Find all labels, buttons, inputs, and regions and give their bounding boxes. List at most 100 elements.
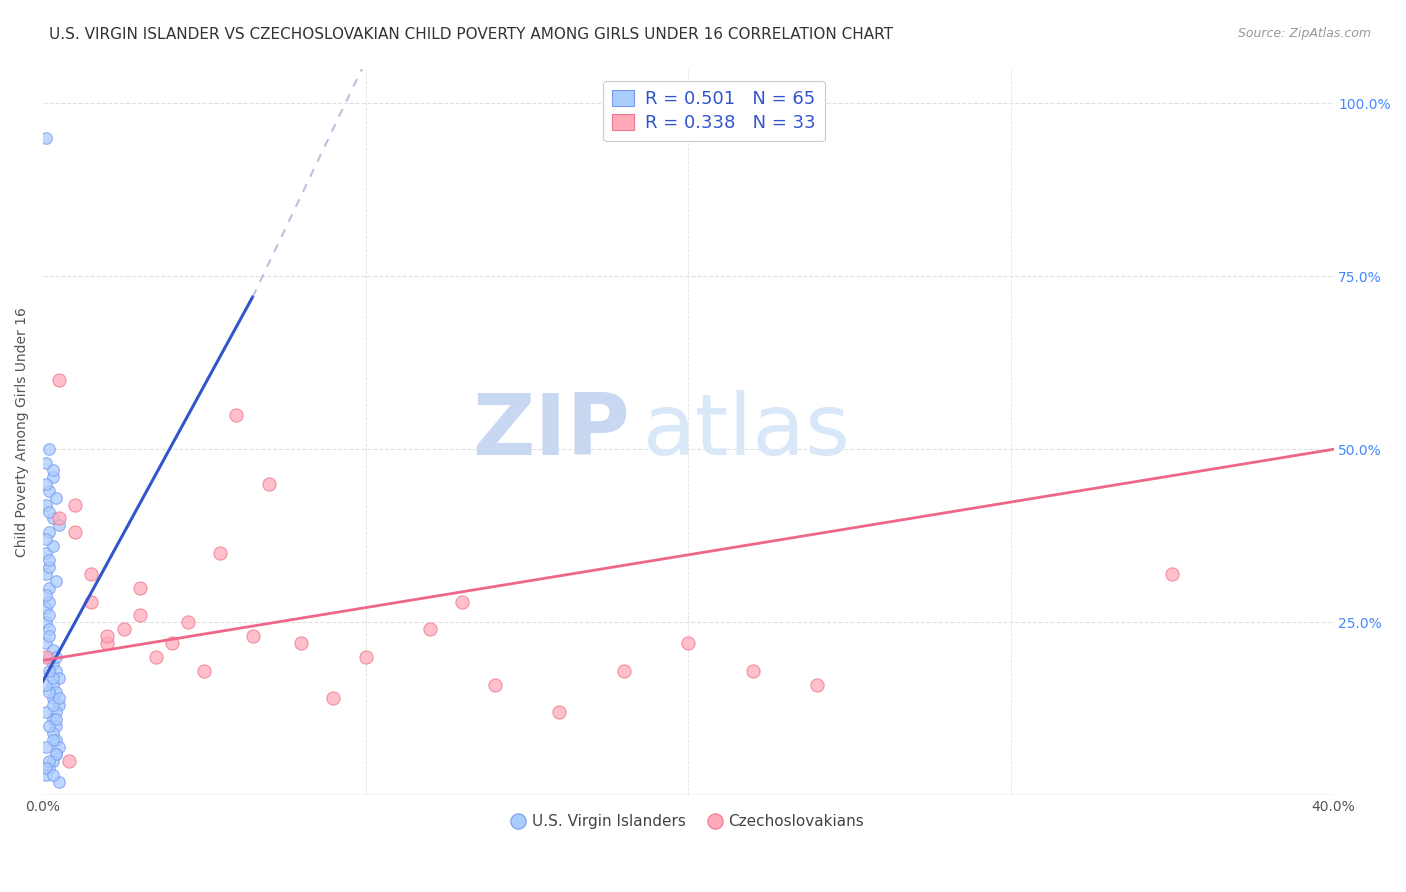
Point [35, 767, 58, 781]
Point [35, 678, 58, 692]
Point [177, 615, 200, 630]
Point [48, 518, 70, 533]
Point [128, 608, 150, 623]
Text: atlas: atlas [643, 391, 851, 474]
Point [613, 664, 636, 678]
Point [48, 739, 70, 754]
Point [48, 774, 70, 789]
Point [145, 649, 167, 664]
Point [63, 525, 86, 540]
Point [35, 761, 58, 775]
Point [41, 726, 63, 740]
Point [35, 456, 58, 470]
Point [35, 649, 58, 664]
Point [38, 442, 60, 457]
Point [354, 649, 377, 664]
Point [41, 657, 63, 671]
Point [741, 664, 763, 678]
Point [41, 539, 63, 553]
Point [41, 671, 63, 685]
Point [38, 649, 60, 664]
Point [35, 566, 58, 581]
Point [45, 706, 67, 720]
Point [35, 739, 58, 754]
Point [48, 373, 70, 387]
Point [63, 498, 86, 512]
Point [35, 636, 58, 650]
Point [41, 712, 63, 726]
Point [242, 629, 264, 643]
Point [80, 594, 103, 608]
Point [41, 767, 63, 781]
Point [41, 733, 63, 747]
Point [193, 664, 215, 678]
Point [45, 712, 67, 726]
Point [38, 719, 60, 733]
Point [35, 615, 58, 630]
Point [419, 622, 441, 636]
Point [38, 622, 60, 636]
Point [45, 574, 67, 588]
Point [41, 643, 63, 657]
Point [45, 649, 67, 664]
Point [38, 560, 60, 574]
Point [41, 691, 63, 706]
Point [38, 594, 60, 608]
Text: U.S. VIRGIN ISLANDER VS CZECHOSLOVAKIAN CHILD POVERTY AMONG GIRLS UNDER 16 CORRE: U.S. VIRGIN ISLANDER VS CZECHOSLOVAKIAN … [49, 27, 893, 42]
Point [35, 588, 58, 602]
Text: Source: ZipAtlas.com: Source: ZipAtlas.com [1237, 27, 1371, 40]
Point [38, 505, 60, 519]
Point [45, 684, 67, 698]
Point [58, 754, 80, 768]
Point [96, 636, 118, 650]
Point [38, 754, 60, 768]
Point [160, 636, 183, 650]
Point [45, 491, 67, 505]
Point [322, 691, 344, 706]
Point [48, 691, 70, 706]
Point [48, 698, 70, 713]
Point [38, 553, 60, 567]
Point [48, 511, 70, 525]
Point [35, 706, 58, 720]
Point [41, 754, 63, 768]
Point [41, 678, 63, 692]
Point [38, 664, 60, 678]
Point [38, 608, 60, 623]
Point [484, 678, 506, 692]
Point [38, 761, 60, 775]
Point [45, 747, 67, 761]
Point [45, 747, 67, 761]
Point [35, 498, 58, 512]
Point [451, 594, 474, 608]
Point [35, 533, 58, 547]
Point [41, 463, 63, 477]
Point [41, 698, 63, 713]
Point [41, 470, 63, 484]
Point [257, 476, 280, 491]
Point [1161, 566, 1184, 581]
Point [35, 476, 58, 491]
Point [112, 622, 135, 636]
Point [38, 483, 60, 498]
Point [45, 664, 67, 678]
Point [38, 525, 60, 540]
Point [676, 636, 699, 650]
Point [48, 671, 70, 685]
Point [80, 566, 103, 581]
Point [225, 408, 247, 422]
Point [806, 678, 828, 692]
Point [45, 719, 67, 733]
Point [290, 636, 312, 650]
Point [128, 581, 150, 595]
Y-axis label: Child Poverty Among Girls Under 16: Child Poverty Among Girls Under 16 [15, 307, 30, 557]
Point [45, 733, 67, 747]
Point [38, 581, 60, 595]
Legend: U.S. Virgin Islanders, Czechoslovakians: U.S. Virgin Islanders, Czechoslovakians [506, 808, 870, 835]
Point [38, 629, 60, 643]
Point [38, 684, 60, 698]
Point [41, 511, 63, 525]
Point [35, 601, 58, 615]
Point [548, 706, 571, 720]
Point [209, 546, 232, 560]
